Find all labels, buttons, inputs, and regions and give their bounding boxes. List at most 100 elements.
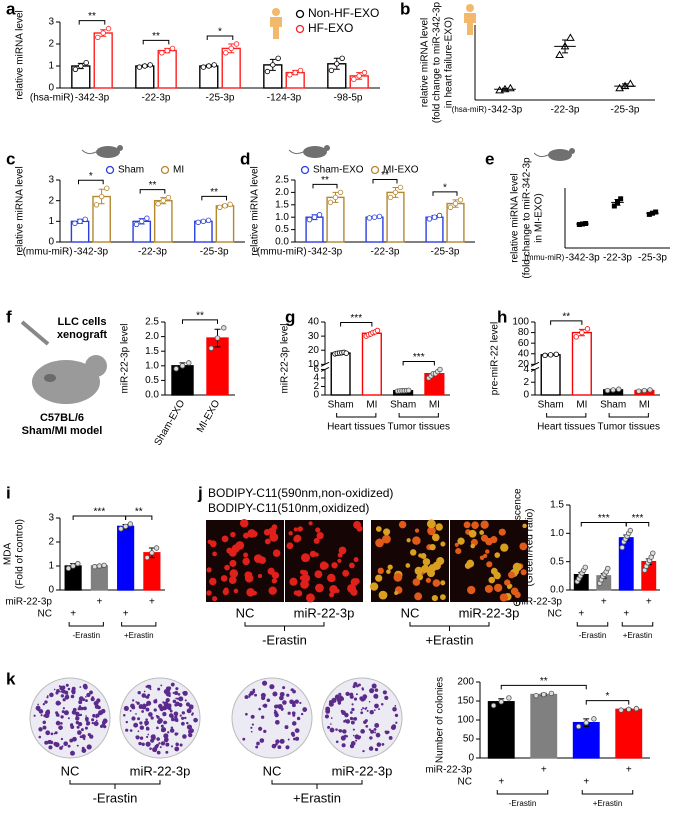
colony	[167, 705, 170, 709]
group-label: Heart tissues	[537, 422, 595, 433]
colony	[89, 690, 93, 695]
data-point	[227, 201, 233, 208]
colony	[256, 741, 260, 746]
y-tick-label: 2.5	[145, 317, 159, 328]
y-tick-label: 1.5	[145, 346, 159, 357]
panel-letter: e	[485, 149, 494, 168]
data-point	[98, 193, 105, 200]
y-tick-label: 40	[518, 348, 530, 359]
group-bracket	[409, 622, 490, 631]
colony	[359, 696, 364, 701]
cell	[337, 558, 342, 563]
cell	[519, 542, 528, 551]
colony	[287, 738, 290, 741]
cell	[271, 578, 278, 584]
cell	[369, 582, 379, 591]
colony	[86, 692, 91, 698]
bar	[530, 693, 558, 759]
y-tick-label: 2	[48, 39, 54, 50]
panel-letter: g	[285, 307, 295, 326]
data-point	[127, 521, 134, 527]
data-point	[169, 45, 176, 52]
data-point	[576, 221, 582, 227]
colony	[49, 740, 54, 745]
colony	[149, 747, 152, 750]
colony	[86, 744, 92, 750]
cell	[223, 587, 229, 593]
colony	[42, 725, 47, 730]
colony	[145, 707, 150, 712]
cell	[414, 528, 420, 533]
data-point	[104, 185, 110, 191]
colony	[54, 742, 60, 748]
colony	[274, 712, 279, 718]
colony	[352, 734, 355, 737]
group-label: +Erastin	[124, 631, 154, 640]
y-tick-label: 0.5	[275, 224, 289, 235]
colony	[159, 707, 164, 712]
cell	[289, 577, 298, 586]
colony	[64, 690, 69, 695]
data-point	[500, 84, 510, 93]
y-tick-label: 80	[518, 327, 530, 338]
colony	[48, 745, 53, 750]
image-label: Sham/MI model	[22, 425, 103, 437]
colony	[62, 698, 66, 702]
y-axis-label: (fold change to miR-342-3p	[432, 1, 443, 123]
panel-letter: b	[400, 0, 410, 18]
legend-marker	[370, 165, 380, 175]
colony	[334, 694, 340, 700]
colony	[337, 699, 340, 702]
colony	[141, 742, 145, 746]
colony	[132, 699, 135, 702]
data-point	[82, 216, 88, 222]
colony	[178, 696, 184, 702]
colony	[254, 693, 257, 697]
data-point	[144, 554, 150, 561]
data-point	[217, 204, 223, 210]
cell	[498, 528, 506, 536]
image-caption: miR-22-3p	[294, 605, 355, 620]
cell	[490, 536, 498, 544]
colony	[82, 683, 88, 689]
colony	[191, 712, 194, 715]
y-tick-label: 1.0	[275, 212, 289, 223]
colony	[135, 701, 138, 703]
y-axis-label: miR-22-3p level	[120, 323, 131, 393]
colony	[85, 699, 88, 703]
colony	[258, 726, 263, 731]
bar	[117, 525, 135, 591]
cell	[377, 567, 384, 575]
x-tick-label: -342-3p	[74, 247, 109, 258]
x-prefix: (mmu-miR)	[23, 247, 73, 258]
colony	[42, 703, 45, 706]
cell	[314, 570, 323, 579]
row-label: NC	[458, 777, 472, 788]
colony	[296, 716, 301, 721]
cell	[252, 591, 257, 596]
data-point	[327, 199, 334, 206]
colony	[344, 712, 349, 718]
cell	[297, 526, 303, 532]
colony	[392, 706, 397, 712]
cell	[264, 538, 271, 545]
group-label: Tumor tissues	[598, 422, 660, 433]
colony	[55, 713, 60, 717]
x-tick-label: -22-3p	[142, 93, 171, 104]
colony	[141, 693, 147, 698]
panel-letter: j	[197, 483, 203, 502]
y-tick-label: 1	[48, 61, 54, 72]
colony	[181, 711, 185, 715]
colony	[85, 722, 90, 726]
colony	[181, 721, 185, 726]
x-prefix: (hsa-miR)	[452, 105, 487, 114]
colony	[170, 726, 174, 729]
group-label: -Erastin	[262, 632, 307, 647]
colony	[173, 711, 179, 717]
colony	[174, 746, 180, 752]
significance-label: ***	[413, 352, 425, 363]
colony	[76, 725, 80, 729]
y-tick-label: 0.5	[550, 556, 564, 567]
cell	[315, 583, 324, 593]
